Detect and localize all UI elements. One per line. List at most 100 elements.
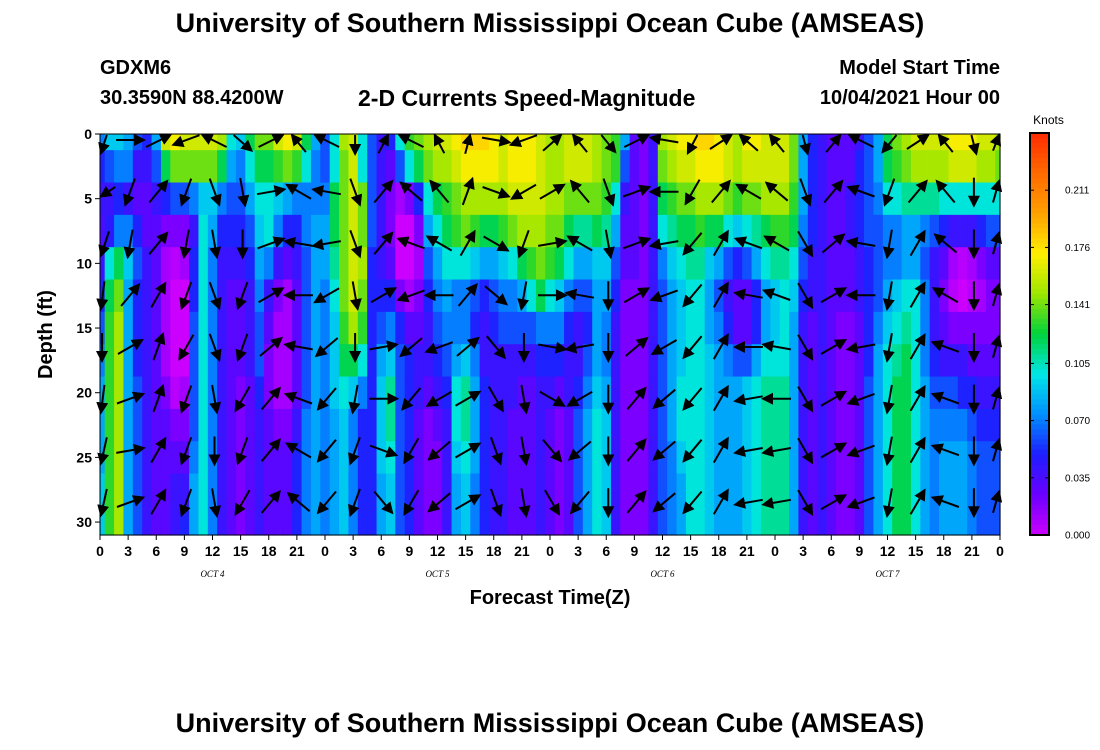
heatmap-cell [714,505,725,536]
current-vector-arrow [369,340,399,353]
heatmap-cell [460,311,471,345]
heatmap-cell [198,376,209,410]
heatmap-cell [423,505,434,536]
current-vector-arrow [881,134,898,154]
heatmap-cell [864,311,875,345]
heatmap-cell [592,441,603,475]
current-vector-arrow [403,489,420,517]
heatmap-cell [414,134,425,151]
heatmap-cell [629,344,640,378]
heatmap-cell [132,214,143,248]
current-vector-arrow [542,439,563,463]
heatmap-cell [704,344,715,378]
heatmap-cell [114,150,125,184]
current-vector-arrow [373,231,394,255]
heatmap-cell [395,214,406,248]
heatmap-cell [817,150,828,184]
heatmap-cell [329,408,340,442]
colorbar-segment [1030,369,1049,375]
current-vector-arrow [349,178,363,207]
heatmap-cell [423,311,434,345]
heatmap-cell [170,505,181,536]
heatmap-cell [929,247,940,281]
current-vector-arrow [116,495,146,508]
heatmap-cell [329,311,340,345]
heatmap-cell [442,214,453,248]
heatmap-cell [639,408,650,442]
colorbar-segment [1030,374,1049,380]
x-tick-label: 0 [771,543,779,559]
heatmap-cell [704,247,715,281]
heatmap-cell [639,182,650,216]
heatmap-cell [310,247,321,281]
heatmap-cell [648,344,659,378]
colorbar-tick-label: 0.070 [1065,416,1090,427]
heatmap-cell [385,441,396,475]
heatmap-cell [939,247,950,281]
heatmap-cell [292,473,303,507]
heatmap-cell [329,134,340,151]
heatmap-cell [845,311,856,345]
heatmap-cell [742,376,753,410]
heatmap-cell [198,214,209,248]
heatmap-cell [573,279,584,313]
heatmap-cell [564,247,575,281]
heatmap-cell [264,182,275,216]
heatmap-cell [592,214,603,248]
heatmap-cell [442,247,453,281]
current-vector-arrow [482,186,511,199]
current-vector-arrow [311,238,341,251]
colorbar-segment [1030,459,1049,466]
heatmap-cell [601,441,612,475]
colorbar-segment [1030,354,1049,360]
heatmap-cell [442,408,453,442]
heatmap-cell [226,376,237,410]
heatmap-cell [995,311,1001,345]
current-vector-arrow [846,184,875,198]
heatmap-cell [779,408,790,442]
heatmap-cell [648,134,659,151]
heatmap-cell [873,408,884,442]
heatmap-cell [882,408,893,442]
heatmap-cell [414,505,425,536]
colorbar-segment [1030,308,1049,315]
heatmap-cell [348,505,359,536]
current-vector-arrow [930,339,960,353]
heatmap-cell [610,408,621,442]
heatmap-cell [329,182,340,216]
heatmap-cell [114,441,125,475]
heatmap-cell [385,344,396,378]
x-tick-label: 0 [546,543,554,559]
current-vector-arrow [490,436,503,466]
colorbar-segment [1030,183,1049,189]
heatmap-cell [357,182,368,216]
heatmap-cell [592,311,603,345]
heatmap-cell [685,311,696,345]
heatmap-cell [432,182,443,216]
current-vector-arrow [454,442,482,459]
heatmap-cell [976,214,987,248]
heatmap-cell [835,214,846,248]
heatmap-cell [367,311,378,345]
current-vector-arrow [539,183,566,200]
heatmap-cell [789,473,800,507]
heatmap-cell [873,214,884,248]
heatmap-cell [770,408,781,442]
heatmap-cell [629,441,640,475]
heatmap-cell [807,279,818,313]
heatmap-cell [554,247,565,281]
heatmap-cell [479,214,490,248]
heatmap-cell [873,344,884,378]
heatmap-cell [535,214,546,248]
heatmap-cell [357,134,368,151]
heatmap-cell [667,473,678,507]
current-vector-arrow [490,488,503,518]
heatmap-cell [357,214,368,248]
heatmap-cell [835,441,846,475]
heatmap-cell [414,441,425,475]
current-vector-arrow [429,179,450,204]
heatmap-cell [526,505,537,536]
current-vector-arrow [237,177,250,208]
heatmap-cell [845,408,856,442]
heatmap-cell [123,473,134,507]
